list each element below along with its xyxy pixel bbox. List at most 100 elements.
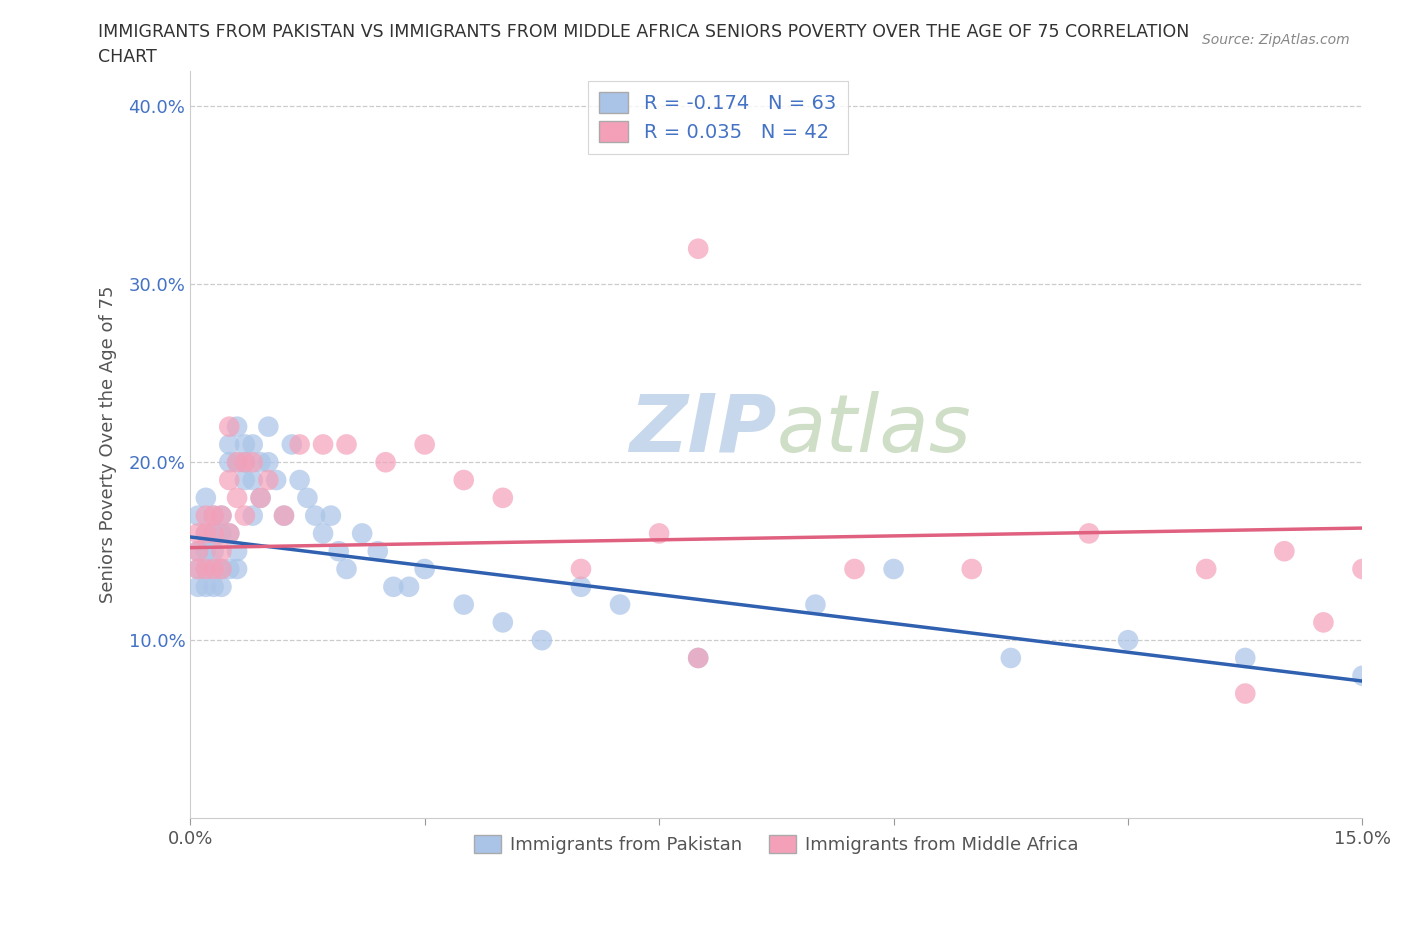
Point: [233, 437, 256, 452]
Point: [264, 472, 287, 487]
Point: [398, 579, 420, 594]
Point: [688, 650, 710, 665]
Point: [194, 490, 217, 505]
Point: [297, 490, 319, 505]
Point: [328, 544, 350, 559]
Point: [257, 472, 280, 487]
Point: [1312, 615, 1334, 630]
Point: [352, 526, 374, 541]
Point: [249, 490, 271, 505]
Point: [226, 455, 249, 470]
Point: [648, 526, 671, 541]
Point: [218, 562, 240, 577]
Point: [218, 455, 240, 470]
Point: [1000, 650, 1022, 665]
Y-axis label: Seniors Poverty Over the Age of 75: Seniors Poverty Over the Age of 75: [100, 286, 117, 604]
Point: [960, 562, 983, 577]
Point: [187, 579, 209, 594]
Point: [194, 526, 217, 541]
Point: [226, 544, 249, 559]
Point: [202, 526, 225, 541]
Point: [492, 615, 515, 630]
Point: [211, 508, 233, 523]
Point: [202, 526, 225, 541]
Point: [233, 455, 256, 470]
Point: [257, 455, 280, 470]
Point: [187, 544, 209, 559]
Point: [1195, 562, 1218, 577]
Point: [187, 562, 209, 577]
Point: [530, 632, 553, 647]
Point: [312, 526, 335, 541]
Point: [218, 526, 240, 541]
Text: Source: ZipAtlas.com: Source: ZipAtlas.com: [1202, 33, 1350, 46]
Point: [211, 544, 233, 559]
Point: [202, 508, 225, 523]
Point: [211, 562, 233, 577]
Point: [453, 597, 475, 612]
Point: [233, 455, 256, 470]
Point: [688, 650, 710, 665]
Point: [569, 579, 592, 594]
Point: [187, 544, 209, 559]
Text: ZIP: ZIP: [628, 391, 776, 469]
Point: [242, 508, 264, 523]
Point: [194, 526, 217, 541]
Point: [273, 508, 295, 523]
Point: [335, 437, 357, 452]
Point: [273, 508, 295, 523]
Point: [688, 241, 710, 256]
Point: [281, 437, 304, 452]
Point: [218, 526, 240, 541]
Point: [883, 562, 905, 577]
Point: [288, 437, 311, 452]
Point: [453, 472, 475, 487]
Point: [335, 562, 357, 577]
Point: [194, 579, 217, 594]
Point: [233, 472, 256, 487]
Point: [202, 562, 225, 577]
Point: [609, 597, 631, 612]
Point: [413, 562, 436, 577]
Point: [1351, 562, 1374, 577]
Point: [1116, 632, 1139, 647]
Point: [1272, 544, 1295, 559]
Point: [226, 419, 249, 434]
Point: [1078, 526, 1101, 541]
Point: [187, 562, 209, 577]
Text: CHART: CHART: [98, 48, 157, 66]
Point: [257, 419, 280, 434]
Point: [312, 437, 335, 452]
Point: [242, 455, 264, 470]
Point: [194, 562, 217, 577]
Text: IMMIGRANTS FROM PAKISTAN VS IMMIGRANTS FROM MIDDLE AFRICA SENIORS POVERTY OVER T: IMMIGRANTS FROM PAKISTAN VS IMMIGRANTS F…: [98, 23, 1189, 41]
Point: [226, 562, 249, 577]
Point: [304, 508, 326, 523]
Point: [492, 490, 515, 505]
Point: [211, 508, 233, 523]
Point: [226, 490, 249, 505]
Point: [202, 508, 225, 523]
Point: [218, 472, 240, 487]
Point: [226, 455, 249, 470]
Point: [367, 544, 389, 559]
Point: [218, 419, 240, 434]
Point: [202, 544, 225, 559]
Point: [242, 437, 264, 452]
Point: [569, 562, 592, 577]
Legend: Immigrants from Pakistan, Immigrants from Middle Africa: Immigrants from Pakistan, Immigrants fro…: [467, 828, 1085, 861]
Point: [187, 526, 209, 541]
Point: [413, 437, 436, 452]
Point: [187, 508, 209, 523]
Point: [194, 544, 217, 559]
Point: [211, 526, 233, 541]
Point: [194, 508, 217, 523]
Point: [233, 508, 256, 523]
Point: [1234, 686, 1257, 701]
Point: [249, 455, 271, 470]
Point: [194, 562, 217, 577]
Point: [374, 455, 396, 470]
Point: [1234, 650, 1257, 665]
Point: [1351, 669, 1374, 684]
Point: [202, 579, 225, 594]
